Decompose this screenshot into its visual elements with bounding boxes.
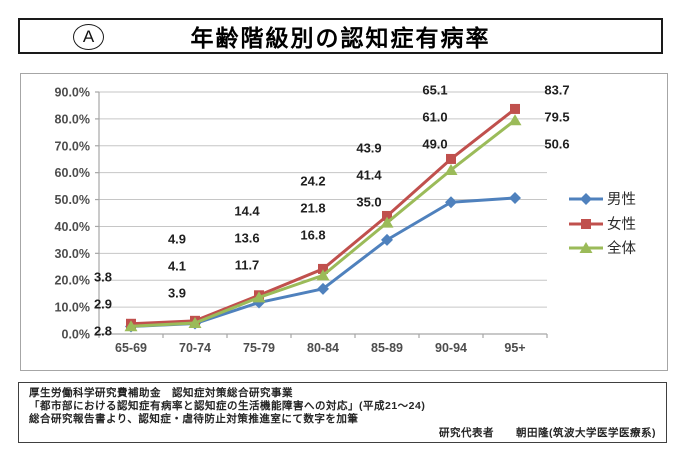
x-axis-category-label: 70-74: [179, 341, 211, 355]
data-point-男性: [509, 191, 521, 204]
page-title: 年齢階級別の認知症有病率: [190, 25, 491, 51]
y-axis-tick-label: 60.0%: [55, 166, 90, 180]
data-label: 2.9: [94, 297, 112, 312]
data-point-全体: [380, 216, 394, 228]
data-point-全体: [444, 163, 458, 175]
data-point-全体: [508, 114, 522, 126]
data-label: 16.8: [300, 228, 325, 243]
data-point-女性: [382, 210, 392, 221]
data-point-女性: [446, 153, 456, 164]
y-axis-tick-label: 70.0%: [55, 139, 90, 153]
x-axis-category-label: 95+: [504, 341, 525, 355]
data-point-女性: [510, 103, 520, 114]
data-point-女性: [318, 263, 328, 274]
data-label: 43.9: [356, 141, 381, 156]
legend-label-女性: 女性: [607, 215, 636, 233]
data-label: 13.6: [234, 231, 259, 246]
data-point-全体: [316, 269, 330, 281]
data-point-男性: [381, 233, 393, 246]
source-line-3: 総合研究報告書より、認知症・虐待防止対策推進室にて数字を加筆: [29, 413, 359, 425]
data-label: 21.8: [300, 201, 325, 216]
legend-marker-男性: [580, 193, 592, 205]
legend-label-男性: 男性: [607, 191, 636, 208]
y-axis-tick-label: 90.0%: [55, 86, 90, 100]
data-label: 50.6: [544, 137, 569, 152]
x-axis-category-label: 75-79: [243, 341, 275, 355]
data-label: 35.0: [356, 195, 381, 210]
data-label: 65.1: [422, 83, 447, 98]
title-bar: A 年齢階級別の認知症有病率: [18, 18, 663, 54]
chart-panel: 0.0% 10.0% 20.0% 30.0% 40.0% 50.0% 60.0% 70.0% 8…: [20, 73, 668, 371]
data-label: 4.9: [168, 232, 186, 247]
data-point-男性: [253, 296, 265, 309]
data-label: 2.8: [94, 324, 112, 339]
series-line-全体: [130, 119, 516, 328]
data-point-男性: [317, 282, 329, 295]
legend-label-全体: 全体: [607, 239, 636, 257]
data-point-全体: [188, 316, 202, 328]
data-label: 3.8: [94, 270, 112, 285]
data-label: 3.9: [168, 286, 186, 301]
data-point-男性: [445, 196, 457, 209]
y-axis-tick-label: 30.0%: [55, 247, 90, 261]
x-axis-category-label: 85-89: [371, 341, 403, 355]
data-label: 24.2: [300, 174, 325, 189]
source-note-box: 厚生労働科学研究費補助金 認知症対策総合研究事業 「都市部における認知症有病率と…: [18, 382, 667, 443]
data-label: 83.7: [544, 83, 569, 98]
x-axis-category-label: 90-94: [435, 341, 467, 355]
source-line-1: 厚生労働科学研究費補助金 認知症対策総合研究事業: [29, 387, 293, 399]
x-axis-category-label: 80-84: [307, 341, 339, 355]
y-axis-tick-label: 40.0%: [55, 220, 90, 234]
y-axis-tick-label: 0.0%: [62, 328, 91, 342]
y-axis-tick-label: 80.0%: [55, 112, 90, 126]
data-label: 79.5: [544, 110, 569, 125]
data-label: 14.4: [234, 204, 260, 219]
data-point-全体: [252, 291, 266, 303]
y-axis-tick-label: 20.0%: [55, 274, 90, 288]
data-label: 11.7: [235, 258, 260, 273]
data-label: 49.0: [422, 137, 447, 152]
research-representative-credit: 研究代表者 朝田隆(筑波大学医学医療系): [439, 427, 656, 439]
data-point-全体: [124, 320, 138, 332]
legend-marker-女性: [581, 219, 591, 229]
data-label: 4.1: [168, 259, 186, 274]
source-line-2: 「都市部における認知症有病率と認知症の生活機能障害への対応」(平成21～24): [29, 400, 426, 412]
x-axis-category-label: 65-69: [115, 341, 147, 355]
legend-marker-全体: [579, 242, 593, 253]
y-axis-tick-label: 10.0%: [55, 301, 90, 315]
data-label: 41.4: [356, 168, 382, 183]
badge-a: A: [73, 24, 104, 50]
data-label: 61.0: [422, 110, 447, 125]
y-axis-tick-label: 50.0%: [55, 193, 90, 207]
prevalence-line-chart: 0.0% 10.0% 20.0% 30.0% 40.0% 50.0% 60.0% 70.0% 8…: [55, 83, 637, 356]
